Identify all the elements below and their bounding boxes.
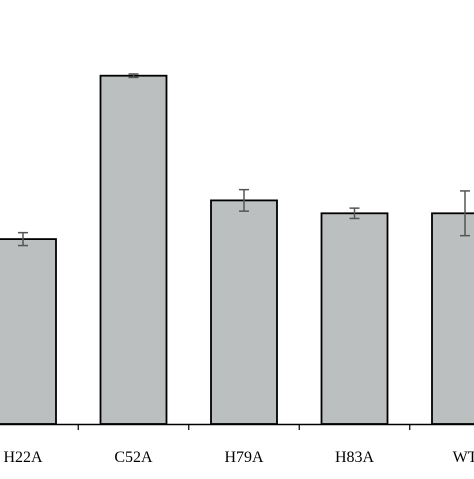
error-bar-h79a bbox=[239, 188, 249, 212]
x-tick-label-h83a: H83A bbox=[335, 449, 375, 466]
error-bars bbox=[18, 73, 470, 247]
bar-h83a bbox=[320, 212, 389, 425]
x-tick-label-h22a: H22A bbox=[3, 449, 43, 466]
bar-h79a bbox=[210, 199, 278, 425]
bar-c52a bbox=[99, 74, 168, 425]
x-tick-labels: H22A C52A H79A H83A WT bbox=[3, 449, 474, 466]
x-tick-label-c52a: C52A bbox=[114, 449, 153, 466]
error-bar-wt bbox=[460, 190, 470, 237]
error-bar-c52a bbox=[128, 73, 139, 79]
bars bbox=[0, 74, 474, 425]
x-tick-label-h79a: H79A bbox=[224, 449, 264, 466]
error-bar-h22a bbox=[18, 231, 28, 247]
x-tick-label-wt: WT bbox=[453, 449, 474, 466]
bar-wt bbox=[431, 212, 474, 425]
error-bar-h83a bbox=[349, 207, 360, 220]
bar-h22a bbox=[0, 238, 57, 425]
